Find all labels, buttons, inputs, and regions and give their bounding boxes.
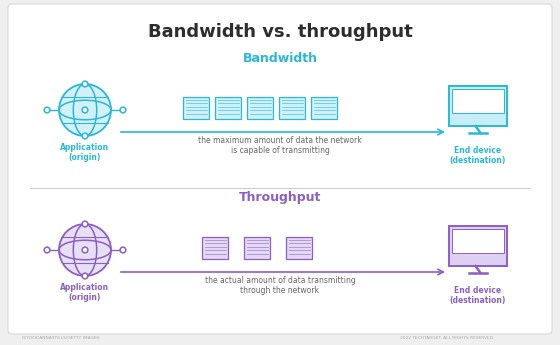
Ellipse shape (59, 84, 111, 136)
Circle shape (82, 133, 88, 139)
Text: Application
(origin): Application (origin) (60, 143, 110, 162)
Text: 2022 TECHTARGET. ALL RIGHTS RESERVED.: 2022 TECHTARGET. ALL RIGHTS RESERVED. (400, 336, 494, 340)
Text: End device
(destination): End device (destination) (450, 146, 506, 165)
Circle shape (120, 247, 126, 253)
Ellipse shape (59, 224, 111, 276)
Circle shape (82, 81, 88, 87)
FancyBboxPatch shape (247, 97, 273, 119)
Circle shape (44, 107, 50, 113)
Text: Bandwidth: Bandwidth (242, 51, 318, 65)
FancyBboxPatch shape (279, 97, 305, 119)
Circle shape (120, 107, 126, 113)
Circle shape (82, 273, 88, 279)
FancyBboxPatch shape (202, 237, 228, 259)
FancyBboxPatch shape (449, 86, 507, 126)
FancyBboxPatch shape (286, 237, 312, 259)
Text: the actual amount of data transmitting
through the network: the actual amount of data transmitting t… (204, 276, 356, 295)
Circle shape (82, 247, 88, 253)
Text: the maximum amount of data the network
is capable of transmitting: the maximum amount of data the network i… (198, 136, 362, 155)
Circle shape (44, 247, 50, 253)
FancyBboxPatch shape (452, 229, 504, 253)
FancyBboxPatch shape (452, 89, 504, 113)
Text: Bandwidth vs. throughput: Bandwidth vs. throughput (148, 23, 412, 41)
FancyBboxPatch shape (311, 97, 337, 119)
Circle shape (82, 107, 88, 113)
Text: ISTOCK/ANNASTILLS/GETTY IMAGES: ISTOCK/ANNASTILLS/GETTY IMAGES (22, 336, 99, 340)
Text: Application
(origin): Application (origin) (60, 283, 110, 303)
FancyBboxPatch shape (244, 237, 270, 259)
Text: End device
(destination): End device (destination) (450, 286, 506, 305)
FancyBboxPatch shape (8, 4, 552, 334)
FancyBboxPatch shape (215, 97, 241, 119)
FancyBboxPatch shape (183, 97, 209, 119)
Text: Throughput: Throughput (239, 191, 321, 205)
FancyBboxPatch shape (449, 226, 507, 266)
Circle shape (82, 221, 88, 227)
